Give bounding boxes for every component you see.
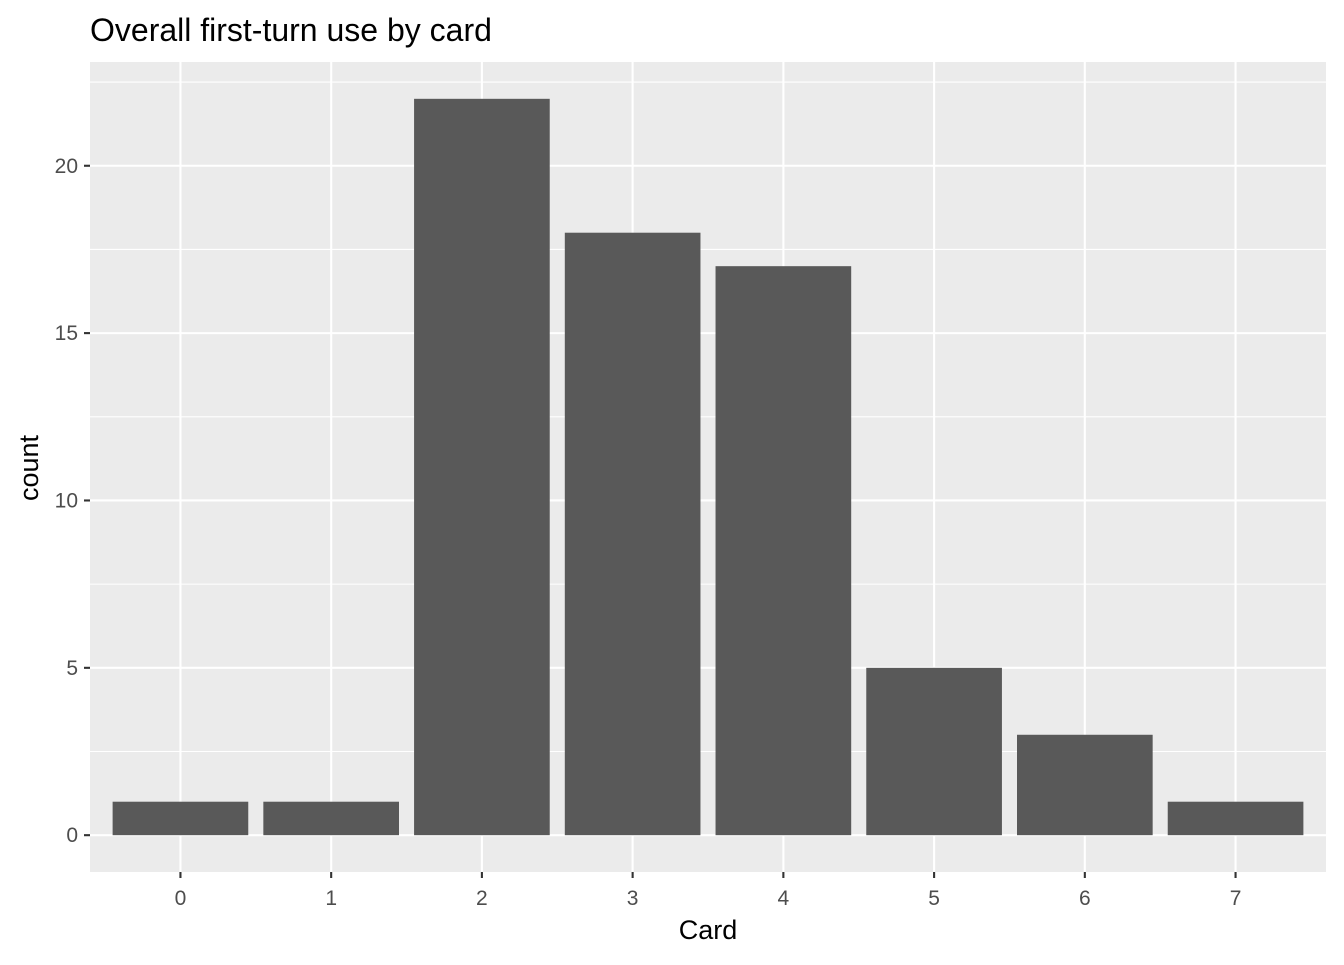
bar-2 — [414, 98, 550, 836]
bar-7 — [1167, 801, 1304, 836]
x-tick-label: 3 — [627, 887, 639, 910]
x-tick-label: 7 — [1230, 887, 1242, 910]
x-axis-title: Card — [679, 915, 738, 945]
bar-4 — [715, 266, 852, 836]
x-axis: 0 1 2 3 4 5 6 7 — [175, 872, 1242, 910]
x-tick-label: 6 — [1079, 887, 1091, 910]
x-tick-label: 1 — [325, 887, 337, 910]
bars — [112, 98, 1304, 836]
x-tick-label: 5 — [928, 887, 940, 910]
x-tick-label: 2 — [476, 887, 488, 910]
y-tick-label: 20 — [55, 155, 78, 178]
x-tick-label: 0 — [175, 887, 187, 910]
y-tick-label: 10 — [55, 489, 78, 512]
bar-5 — [866, 667, 1002, 836]
bar-6 — [1017, 734, 1153, 836]
y-axis: 0 5 10 15 20 — [55, 155, 90, 847]
bar-3 — [564, 232, 701, 836]
bar-0 — [112, 801, 249, 836]
y-axis-title: count — [14, 434, 44, 501]
y-tick-label: 15 — [55, 322, 78, 345]
y-tick-label: 5 — [66, 657, 78, 680]
bar-1 — [263, 801, 399, 836]
chart-title: Overall first-turn use by card — [90, 12, 492, 48]
x-tick-label: 4 — [778, 887, 790, 910]
plot-panel — [90, 62, 1326, 872]
y-tick-label: 0 — [66, 824, 78, 847]
